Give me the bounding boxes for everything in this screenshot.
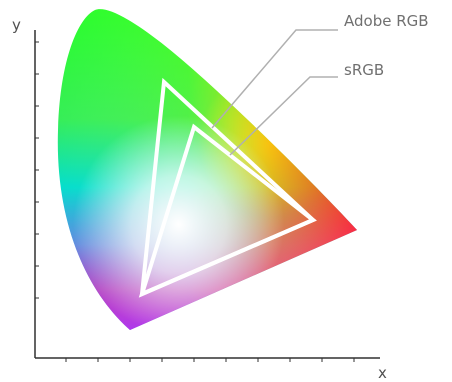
srgb-leader-line — [229, 76, 338, 156]
y-axis-label: y — [12, 16, 21, 34]
x-axis-ticks — [65, 358, 355, 362]
spectral-locus — [57, 9, 357, 331]
axes — [34, 30, 380, 362]
srgb-gamut — [138, 123, 317, 298]
adobe-rgb-leader-line — [211, 29, 338, 129]
x-axis-label: x — [378, 364, 387, 382]
srgb-label: sRGB — [344, 61, 384, 79]
y-axis-ticks — [35, 41, 39, 299]
adobe-rgb-label: Adobe RGB — [344, 12, 429, 30]
